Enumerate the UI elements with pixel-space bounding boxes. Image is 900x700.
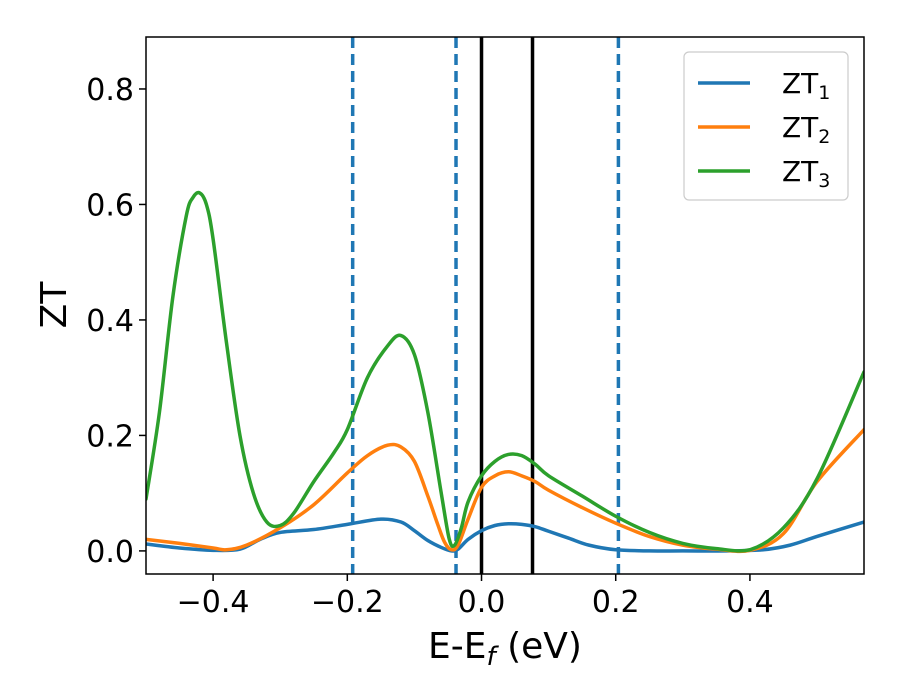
series-line-zt1 [146, 517, 864, 553]
series-line-zt3 [146, 190, 864, 553]
legend-label-zt1: ZT1 [782, 67, 830, 104]
x-tick-label: −0.4 [177, 585, 250, 620]
x-tick-label: −0.2 [311, 585, 384, 620]
x-tick-label: 0.4 [726, 585, 774, 620]
y-tick-label: 0.2 [86, 419, 134, 454]
y-tick-label: 0.4 [86, 304, 134, 339]
legend-label-zt2: ZT2 [782, 111, 830, 148]
series-line-zt2 [146, 427, 864, 554]
x-tick-label: 0.2 [592, 585, 640, 620]
y-tick-label: 0.6 [86, 188, 134, 223]
x-tick-label: 0.0 [458, 585, 506, 620]
y-tick-label: 0.0 [86, 535, 134, 570]
legend: ZT1 ZT2 ZT3 [683, 51, 849, 201]
plot-frame [145, 36, 865, 575]
legend-label-zt3: ZT3 [782, 155, 830, 192]
legend-frame [683, 51, 849, 201]
y-axis-label: ZT [34, 281, 75, 329]
y-tick-label: 0.8 [86, 73, 134, 108]
x-axis-label: E-Ef (eV) [428, 626, 582, 672]
